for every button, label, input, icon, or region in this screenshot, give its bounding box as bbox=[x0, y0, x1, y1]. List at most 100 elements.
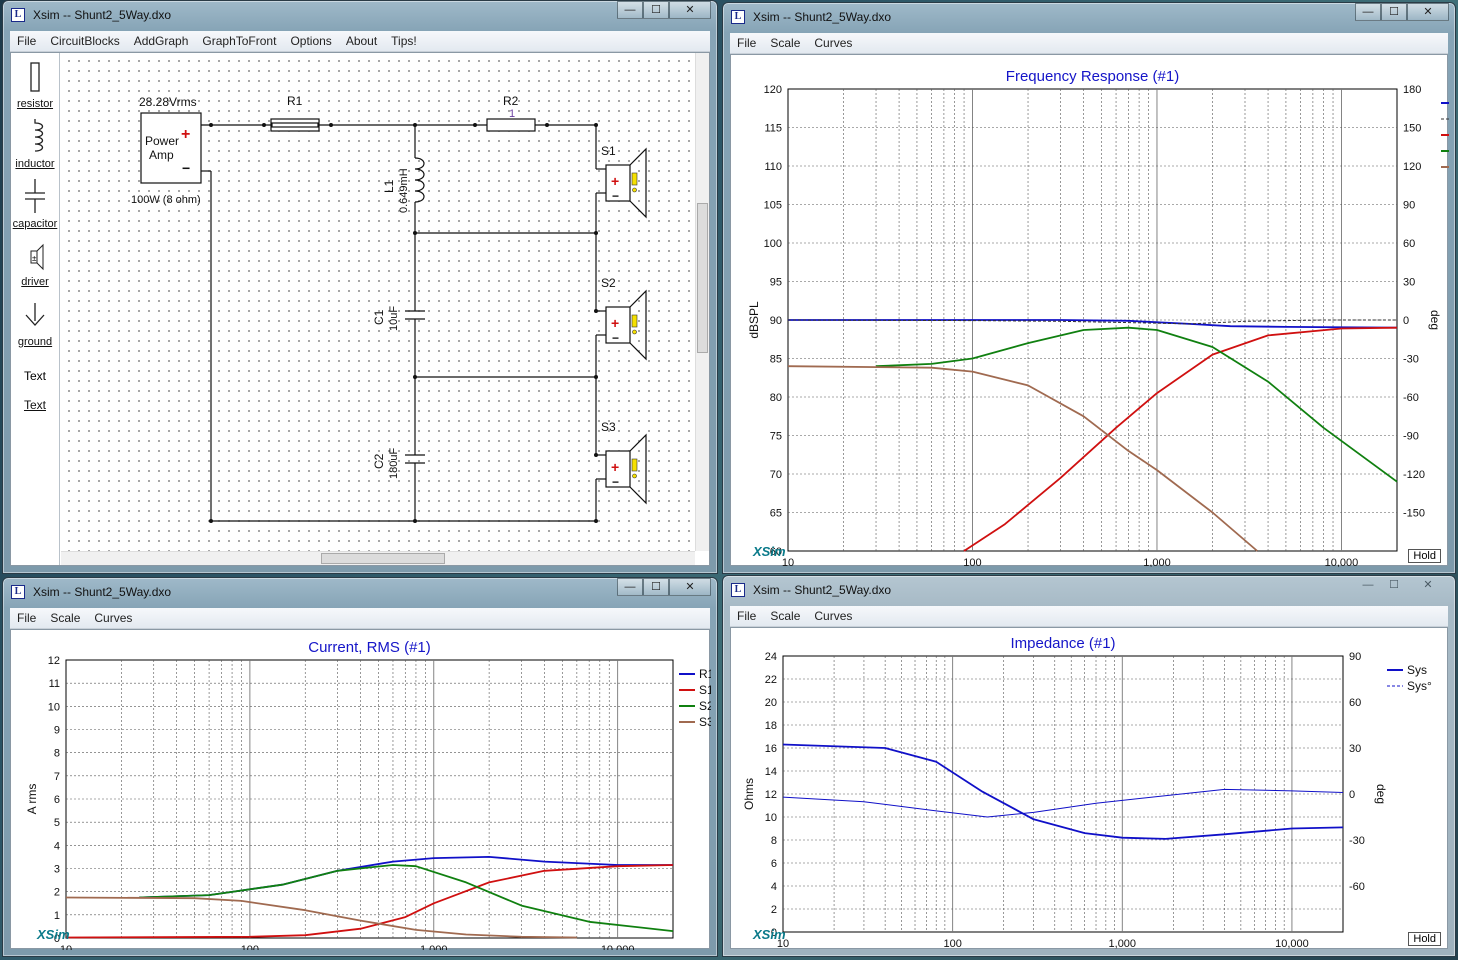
freq-titlebar[interactable]: L Xsim -- Shunt2_5Way.dxo — ☐ ✕ bbox=[723, 3, 1455, 31]
current-graph-client: 12 11 10 9 8 7 6 5 4 3 2 1 0 10 100 1,000 10,000 Current,… bbox=[10, 629, 711, 950]
series-line-s1 bbox=[65, 864, 674, 939]
tool-text-underlined[interactable]: Text bbox=[11, 398, 59, 412]
y-axis-label: Ohms bbox=[742, 778, 756, 810]
maximize-button[interactable]: ☐ bbox=[643, 578, 669, 596]
impedance-graph-client: 24 22 20 18 16 14 12 10 8 6 4 2 0 90 60 30 0 -30 -60 10 100 1… bbox=[730, 627, 1449, 950]
vertical-scrollbar[interactable] bbox=[695, 53, 709, 551]
series-line-sys-phase bbox=[787, 319, 1397, 325]
menu-scale[interactable]: Scale bbox=[50, 611, 81, 625]
menu-about[interactable]: About bbox=[345, 34, 378, 48]
y-tick-label: 20 bbox=[765, 697, 777, 709]
legend-label: S3 bbox=[699, 715, 711, 729]
menu-scale[interactable]: Scale bbox=[770, 609, 801, 623]
xsim-app-icon: L bbox=[11, 8, 25, 22]
x-tick-label: 1,000 bbox=[420, 944, 448, 950]
close-button[interactable]: ✕ bbox=[669, 578, 711, 596]
tool-resistor-label: resistor bbox=[16, 98, 54, 110]
y-tick-label: 5 bbox=[54, 817, 60, 829]
minimize-button[interactable]: — bbox=[617, 578, 643, 596]
current-menubar: File Scale Curves bbox=[10, 608, 710, 629]
current-rms-window: L Xsim -- Shunt2_5Way.dxo — ☐ ✕ File Sca… bbox=[2, 577, 718, 957]
y-tick-label: 16 bbox=[765, 743, 777, 755]
menu-file[interactable]: File bbox=[17, 34, 37, 48]
l1-label: L1 bbox=[382, 179, 396, 193]
menu-addgraph[interactable]: AddGraph bbox=[133, 34, 189, 48]
s1-label: S1 bbox=[601, 144, 616, 158]
close-button[interactable]: ✕ bbox=[1423, 579, 1433, 591]
series-line-s2 bbox=[139, 864, 674, 932]
x-tick-label: 100 bbox=[963, 557, 981, 567]
vertical-scroll-thumb[interactable] bbox=[697, 203, 708, 353]
menu-graphtofront[interactable]: GraphToFront bbox=[202, 34, 277, 48]
menu-curves[interactable]: Curves bbox=[94, 611, 133, 625]
impedance-titlebar[interactable]: L Xsim -- Shunt2_5Way.dxo — ☐ ✕ bbox=[723, 576, 1455, 604]
y2-tick-label: 0 bbox=[1349, 789, 1355, 801]
hold-button[interactable]: Hold bbox=[1408, 932, 1441, 946]
y2-axis-label: deg bbox=[1428, 310, 1442, 330]
menu-tips[interactable]: Tips! bbox=[391, 34, 417, 48]
menu-file[interactable]: File bbox=[737, 36, 757, 50]
y2-tick-label: 30 bbox=[1403, 277, 1415, 289]
x-tick-label: 100 bbox=[943, 938, 961, 950]
tool-resistor[interactable]: resistor bbox=[11, 59, 59, 110]
menu-file[interactable]: File bbox=[17, 611, 37, 625]
y-tick-label: 18 bbox=[765, 720, 777, 732]
minimize-button[interactable]: — bbox=[1355, 3, 1381, 21]
menu-scale[interactable]: Scale bbox=[770, 36, 801, 50]
xsim-app-icon: L bbox=[731, 583, 745, 597]
hold-button[interactable]: Hold bbox=[1408, 549, 1441, 563]
tool-inductor[interactable]: inductor bbox=[11, 117, 59, 170]
y2-tick-label: -60 bbox=[1349, 881, 1365, 893]
chart-title: Current, RMS (#1) bbox=[308, 639, 431, 656]
horizontal-scrollbar[interactable] bbox=[61, 551, 695, 565]
tool-capacitor[interactable]: capacitor bbox=[11, 177, 59, 230]
y-tick-label: 105 bbox=[764, 200, 782, 212]
maximize-button[interactable]: ☐ bbox=[1389, 579, 1399, 591]
minimize-button[interactable]: — bbox=[617, 1, 643, 19]
xsim-brand: XSim bbox=[37, 927, 70, 942]
r2-resistor bbox=[486, 118, 536, 132]
maximize-button[interactable]: ☐ bbox=[1381, 3, 1407, 21]
y2-tick-label: 150 bbox=[1403, 123, 1421, 135]
r2-value: 1 bbox=[509, 108, 515, 120]
close-button[interactable]: ✕ bbox=[669, 1, 711, 19]
series-line-sys bbox=[782, 743, 1344, 840]
tool-ground[interactable]: ground bbox=[11, 301, 59, 348]
schematic-titlebar[interactable]: L Xsim -- Shunt2_5Way.dxo — ☐ ✕ bbox=[3, 1, 717, 29]
y-tick-label: 4 bbox=[54, 840, 60, 852]
menu-file[interactable]: File bbox=[737, 609, 757, 623]
frequency-response-chart[interactable]: 1201151101051009590858075706560180150120… bbox=[731, 55, 1449, 567]
menu-options[interactable]: Options bbox=[290, 34, 332, 48]
tool-driver[interactable]: ± driver bbox=[11, 241, 59, 288]
y-axis-label: dBSPL bbox=[747, 301, 761, 339]
chart-title: Impedance (#1) bbox=[1010, 635, 1115, 652]
c2-value: 180uF bbox=[388, 448, 400, 479]
close-button[interactable]: ✕ bbox=[1407, 3, 1449, 21]
inductor-icon bbox=[34, 119, 44, 152]
legend-label: R1 bbox=[699, 667, 711, 681]
maximize-button[interactable]: ☐ bbox=[643, 1, 669, 19]
minimize-button[interactable]: — bbox=[1362, 579, 1374, 591]
series-line-s2 bbox=[875, 326, 1398, 483]
window-title: Xsim -- Shunt2_5Way.dxo bbox=[753, 10, 892, 24]
schematic-canvas[interactable]: + − + − + − 28.28Vrms Power Amp + − 100W (8… bbox=[61, 53, 695, 551]
power-amp-box bbox=[140, 112, 202, 184]
y2-tick-label: 60 bbox=[1403, 238, 1415, 250]
source-voltage-label: 28.28Vrms bbox=[139, 95, 197, 109]
c2-label: C2 bbox=[372, 453, 386, 469]
menu-curves[interactable]: Curves bbox=[814, 609, 853, 623]
y-tick-label: 12 bbox=[48, 655, 60, 667]
tool-text-plain[interactable]: Text bbox=[11, 369, 59, 383]
menu-circuitblocks[interactable]: CircuitBlocks bbox=[50, 34, 120, 48]
y-tick-label: 6 bbox=[771, 858, 777, 870]
power-amp-label-1: Power bbox=[145, 134, 179, 148]
current-titlebar[interactable]: L Xsim -- Shunt2_5Way.dxo — ☐ ✕ bbox=[3, 578, 717, 606]
horizontal-scroll-thumb[interactable] bbox=[321, 553, 445, 564]
menu-curves[interactable]: Curves bbox=[814, 36, 853, 50]
x-tick-label: 10 bbox=[777, 938, 789, 950]
y-tick-label: 0 bbox=[771, 927, 777, 939]
svg-text:−: − bbox=[612, 475, 619, 489]
legend-label: Sys° bbox=[1407, 679, 1432, 693]
